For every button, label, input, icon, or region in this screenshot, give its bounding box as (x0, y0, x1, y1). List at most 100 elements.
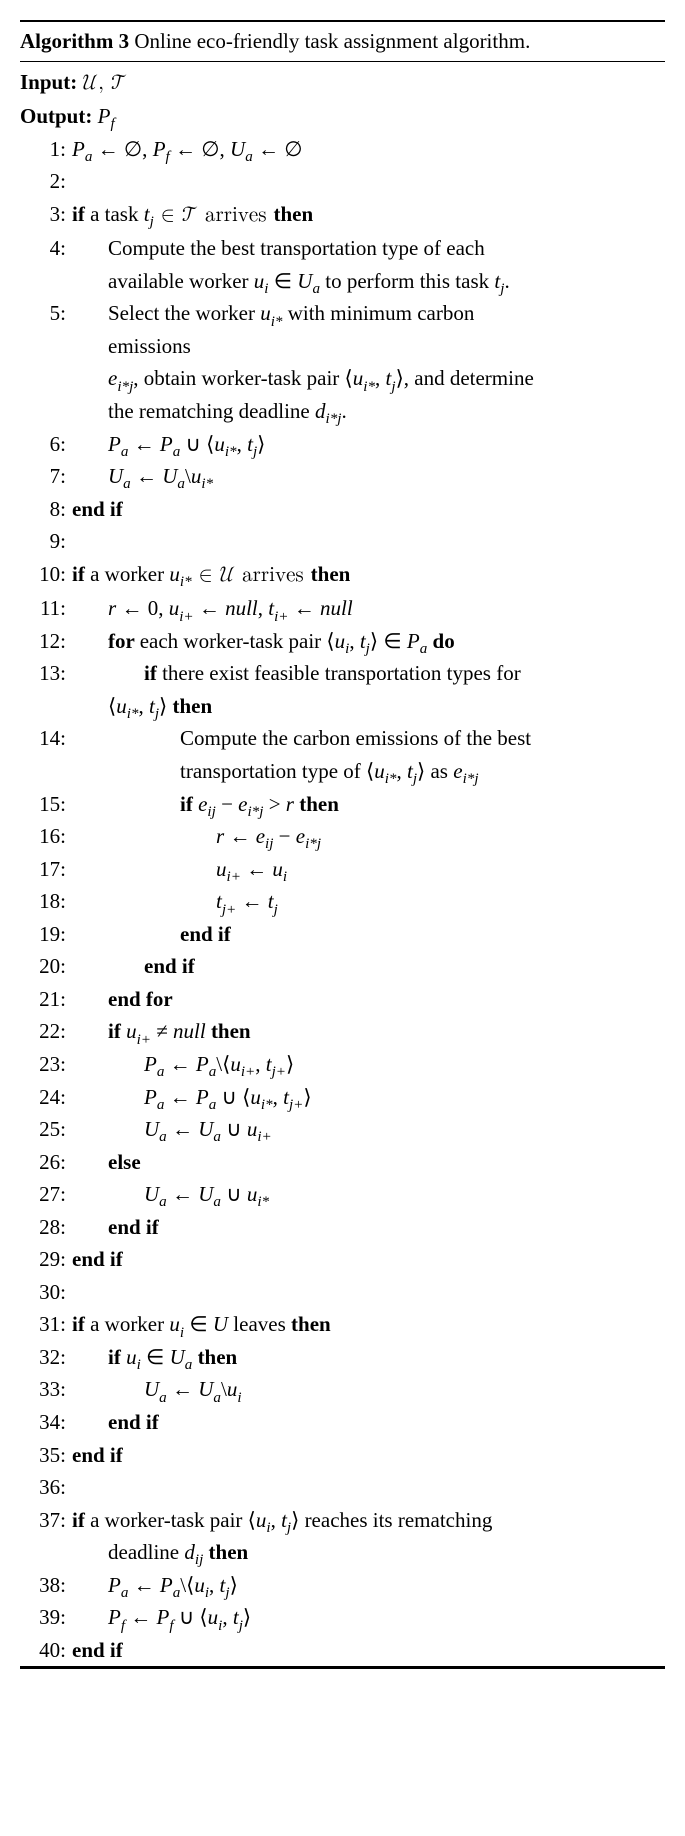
code-line-cont: transportation type of ⟨ui*, tj⟩ as ei*j (20, 755, 665, 788)
lineno: 21: (20, 983, 72, 1016)
code-line-cont: the rematching deadline di*j. (20, 395, 665, 428)
lineno: 24: (20, 1081, 72, 1114)
lineno: 14: (20, 722, 72, 755)
code-line: 5: Select the worker ui* with minimum ca… (20, 297, 665, 330)
lineno: 10: (20, 558, 72, 591)
code-line: 8:end if (20, 493, 665, 526)
algorithm-block: Algorithm 3 Online eco-friendly task ass… (20, 20, 665, 1669)
lineno: 29: (20, 1243, 72, 1276)
code-line: 23: Pa ← Pa\⟨ui+, tj+⟩ (20, 1048, 665, 1081)
lineno: 27: (20, 1178, 72, 1211)
lineno: 7: (20, 460, 72, 493)
code-line: 40:end if (20, 1634, 665, 1667)
input-label: Input: (20, 70, 77, 94)
code-line: 3: if a task tj ∈ 𝒯 arrives then (20, 198, 665, 233)
code-line: 14: Compute the carbon emissions of the … (20, 722, 665, 755)
code-line: 2: (20, 165, 665, 198)
code-line: 29:end if (20, 1243, 665, 1276)
lineno: 37: (20, 1504, 72, 1537)
code-line: 9: (20, 525, 665, 558)
code-line: 22: if ui+ ≠ null then (20, 1015, 665, 1048)
lineno: 19: (20, 918, 72, 951)
code-line: 33: Ua ← Ua\ui (20, 1373, 665, 1406)
output-label: Output: (20, 104, 92, 128)
code-line: 12: for each worker-task pair ⟨ui, tj⟩ ∈… (20, 625, 665, 658)
lineno: 4: (20, 232, 72, 265)
lineno: 40: (20, 1634, 72, 1667)
lineno: 11: (20, 592, 72, 625)
code-line: 25: Ua ← Ua ∪ ui+ (20, 1113, 665, 1146)
lineno: 32: (20, 1341, 72, 1374)
output-value: P (98, 104, 111, 128)
code-line: 28:end if (20, 1211, 665, 1244)
code-line: 16: r ← eij − ei*j (20, 820, 665, 853)
lineno: 18: (20, 885, 72, 918)
algorithm-title: Algorithm 3 Online eco-friendly task ass… (20, 22, 665, 62)
lineno: 20: (20, 950, 72, 983)
lineno: 36: (20, 1471, 72, 1504)
io-section: Input: 𝒰, 𝒯 Output: Pf 1: Pa ← ∅, Pf ← ∅… (20, 62, 665, 1668)
lineno: 23: (20, 1048, 72, 1081)
input-value: 𝒰, 𝒯 (82, 73, 127, 94)
code-line: 38: Pa ← Pa\⟨ui, tj⟩ (20, 1569, 665, 1602)
code: Pa ← ∅, Pf ← ∅, Ua ← ∅ (72, 133, 665, 166)
lineno: 1: (20, 133, 72, 166)
lineno: 8: (20, 493, 72, 526)
code-line-cont: deadline dij then (20, 1536, 665, 1569)
lineno: 13: (20, 657, 72, 690)
lineno: 38: (20, 1569, 72, 1602)
lineno: 28: (20, 1211, 72, 1244)
lineno: 17: (20, 853, 72, 886)
lineno: 35: (20, 1439, 72, 1472)
code-line: 19:end if (20, 918, 665, 951)
lineno: 5: (20, 297, 72, 330)
lineno: 12: (20, 625, 72, 658)
code-line: 4: Compute the best transportation type … (20, 232, 665, 265)
lineno: 16: (20, 820, 72, 853)
lineno: 34: (20, 1406, 72, 1439)
lineno: 2: (20, 165, 72, 198)
code-line: 31: if a worker ui ∈ U leaves then (20, 1308, 665, 1341)
code-line: 11: r ← 0, ui+ ← null, ti+ ← null (20, 592, 665, 625)
lineno: 6: (20, 428, 72, 461)
lineno: 39: (20, 1601, 72, 1634)
code-line: 10: if a worker ui* ∈ 𝒰 arrives then (20, 558, 665, 593)
lineno: 30: (20, 1276, 72, 1309)
code-line: 36: (20, 1471, 665, 1504)
code-line-cont: emissions (20, 330, 665, 363)
algo-number: Algorithm 3 (20, 29, 129, 53)
code-line: 39: Pf ← Pf ∪ ⟨ui, tj⟩ (20, 1601, 665, 1634)
lineno: 22: (20, 1015, 72, 1048)
code-line: 6: Pa ← Pa ∪ ⟨ui*, tj⟩ (20, 428, 665, 461)
lineno: 33: (20, 1373, 72, 1406)
code-line-cont: available worker ui ∈ Ua to perform this… (20, 265, 665, 298)
code-line: 18: tj+ ← tj (20, 885, 665, 918)
output-sub: f (110, 116, 114, 132)
code-line: 15: if eij − ei*j > r then (20, 788, 665, 821)
code-line: 13: if there exist feasible transportati… (20, 657, 665, 690)
code-line: 32: if ui ∈ Ua then (20, 1341, 665, 1374)
code-line-cont: ⟨ui*, tj⟩ then (20, 690, 665, 723)
code-line: 34:end if (20, 1406, 665, 1439)
lineno: 15: (20, 788, 72, 821)
lineno: 3: (20, 198, 72, 231)
code-line: 37: if a worker-task pair ⟨ui, tj⟩ reach… (20, 1504, 665, 1537)
code-line: 7: Ua ← Ua\ui* (20, 460, 665, 493)
input-line: Input: 𝒰, 𝒯 (20, 66, 665, 101)
code-line: 17: ui+ ← ui (20, 853, 665, 886)
code-line: 24: Pa ← Pa ∪ ⟨ui*, tj+⟩ (20, 1081, 665, 1114)
code-line-cont: ei*j, obtain worker-task pair ⟨ui*, tj⟩,… (20, 362, 665, 395)
code-line: 35:end if (20, 1439, 665, 1472)
lineno: 9: (20, 525, 72, 558)
algo-caption: Online eco-friendly task assignment algo… (134, 29, 530, 53)
code-line: 21:end for (20, 983, 665, 1016)
output-line: Output: Pf (20, 100, 665, 133)
code-line: 26:else (20, 1146, 665, 1179)
lineno: 31: (20, 1308, 72, 1341)
lineno: 26: (20, 1146, 72, 1179)
code-line: 27: Ua ← Ua ∪ ui* (20, 1178, 665, 1211)
code-line: 20:end if (20, 950, 665, 983)
lineno: 25: (20, 1113, 72, 1146)
code-line: 30: (20, 1276, 665, 1309)
code-line: 1: Pa ← ∅, Pf ← ∅, Ua ← ∅ (20, 133, 665, 166)
